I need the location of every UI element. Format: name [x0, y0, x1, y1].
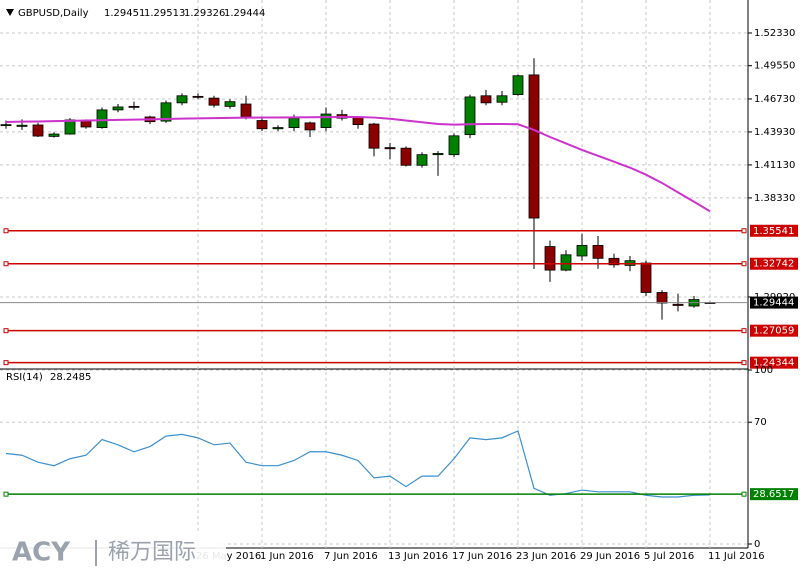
price-label: 1.24344 — [753, 358, 794, 369]
candle-body — [240, 103, 252, 118]
line-handle — [741, 261, 747, 267]
candle-body — [528, 74, 540, 219]
x-tick-label: 26 May 2016 — [196, 551, 261, 562]
x-tick-label: 29 Jun 2016 — [580, 551, 640, 562]
candle-body — [464, 96, 476, 136]
candle-body — [112, 106, 124, 111]
candle-body — [160, 102, 172, 122]
chart-title: GBPUSD,Daily — [18, 8, 89, 19]
candle-body — [128, 105, 140, 108]
x-tick-label: 13 Jun 2016 — [388, 551, 448, 562]
y-tick-label: 100 — [754, 365, 773, 376]
candle-body — [432, 153, 444, 156]
labels: 1.52330 1.49550 1.46730 1.43930 1.41130 1.383… — [196, 28, 798, 562]
line-handle — [3, 228, 9, 234]
candle-body — [576, 244, 588, 257]
candle-body — [592, 244, 604, 259]
line-handle — [741, 491, 747, 497]
candle-body — [608, 257, 620, 266]
candle-body — [560, 254, 572, 271]
y-tick-label: 1.49550 — [754, 61, 795, 72]
watermark-brand: ACY — [12, 538, 71, 568]
x-tick-label: 1 Jun 2016 — [260, 551, 314, 562]
candle-body — [304, 122, 316, 131]
x-tick-label: 7 Jun 2016 — [324, 551, 378, 562]
price-label: 1.35541 — [753, 226, 794, 237]
line-handle — [3, 491, 9, 497]
x-tick-label: 17 Jun 2016 — [452, 551, 512, 562]
current-price-bg — [750, 296, 798, 309]
candle-body — [416, 154, 428, 166]
watermark: ACY 稀万国际 — [0, 532, 226, 576]
moving-average — [5, 115, 711, 213]
candle-body — [48, 133, 60, 137]
candle-body — [96, 109, 108, 128]
candle-body — [672, 303, 684, 306]
y-tick-label: 1.52330 — [754, 28, 795, 39]
line-handle — [3, 360, 9, 366]
y-tick-label: 0 — [754, 539, 760, 550]
y-tick-label: 1.41130 — [754, 160, 795, 171]
candle-body — [208, 97, 220, 106]
candle-body — [272, 127, 284, 130]
candle-body — [0, 124, 12, 127]
line-handle — [741, 228, 747, 234]
y-tick-label: 1.46730 — [754, 94, 795, 105]
price-label-bg — [750, 224, 798, 237]
candle-body — [176, 95, 188, 104]
price-label: 1.27059 — [753, 326, 794, 337]
candle-body — [368, 123, 380, 149]
candle-body — [512, 75, 524, 95]
candle-body — [480, 95, 492, 104]
x-tick-label: 11 Jul 2016 — [708, 551, 765, 562]
watermark-bg — [0, 532, 226, 576]
candle-body — [320, 113, 332, 128]
x-tick-label: 23 Jun 2016 — [516, 551, 576, 562]
y-tick-label: 70 — [754, 417, 767, 428]
y-tick-label: 1.43930 — [754, 127, 795, 138]
candle-body — [256, 120, 268, 130]
header-high: 1.29513 — [144, 8, 185, 19]
watermark-name: 稀万国际 — [108, 540, 196, 565]
symbol-icon — [6, 9, 14, 16]
price-label-bg — [750, 488, 798, 501]
candle-body — [192, 95, 204, 98]
grid — [0, 0, 752, 548]
rsi-title: RSI(14) — [6, 372, 43, 383]
candle-body — [224, 101, 236, 107]
candle-body — [352, 117, 364, 126]
price-label-bg — [750, 257, 798, 270]
candle-body — [496, 95, 508, 103]
candle-body — [656, 292, 668, 304]
candle-body — [32, 124, 44, 137]
price-label-bg — [750, 356, 798, 369]
x-tick-label: 5 Jul 2016 — [644, 551, 694, 562]
current-price-label: 1.29444 — [753, 298, 794, 309]
candle-body — [16, 124, 28, 127]
rsi-line — [5, 430, 711, 498]
header-open: 1.29451 — [104, 8, 145, 19]
line-handle — [3, 261, 9, 267]
candle-body — [448, 135, 460, 156]
line-handle — [3, 328, 9, 334]
price-label-bg — [750, 324, 798, 337]
header-low: 1.29326 — [184, 8, 225, 19]
candle-body — [400, 147, 412, 166]
candle-body — [544, 246, 556, 271]
line-handle — [741, 328, 747, 334]
rsi-value: 28.2485 — [50, 372, 91, 383]
line-handle — [741, 360, 747, 366]
plot — [0, 58, 748, 498]
candle-body — [640, 262, 652, 293]
price-label: 28.6517 — [753, 489, 794, 500]
candle-body — [288, 117, 300, 128]
price-label: 1.32742 — [753, 259, 794, 270]
header-close: 1.29444 — [224, 8, 265, 19]
y-tick-label: 1.38330 — [754, 193, 795, 204]
candle-body — [384, 147, 396, 150]
candle-body — [64, 119, 76, 135]
